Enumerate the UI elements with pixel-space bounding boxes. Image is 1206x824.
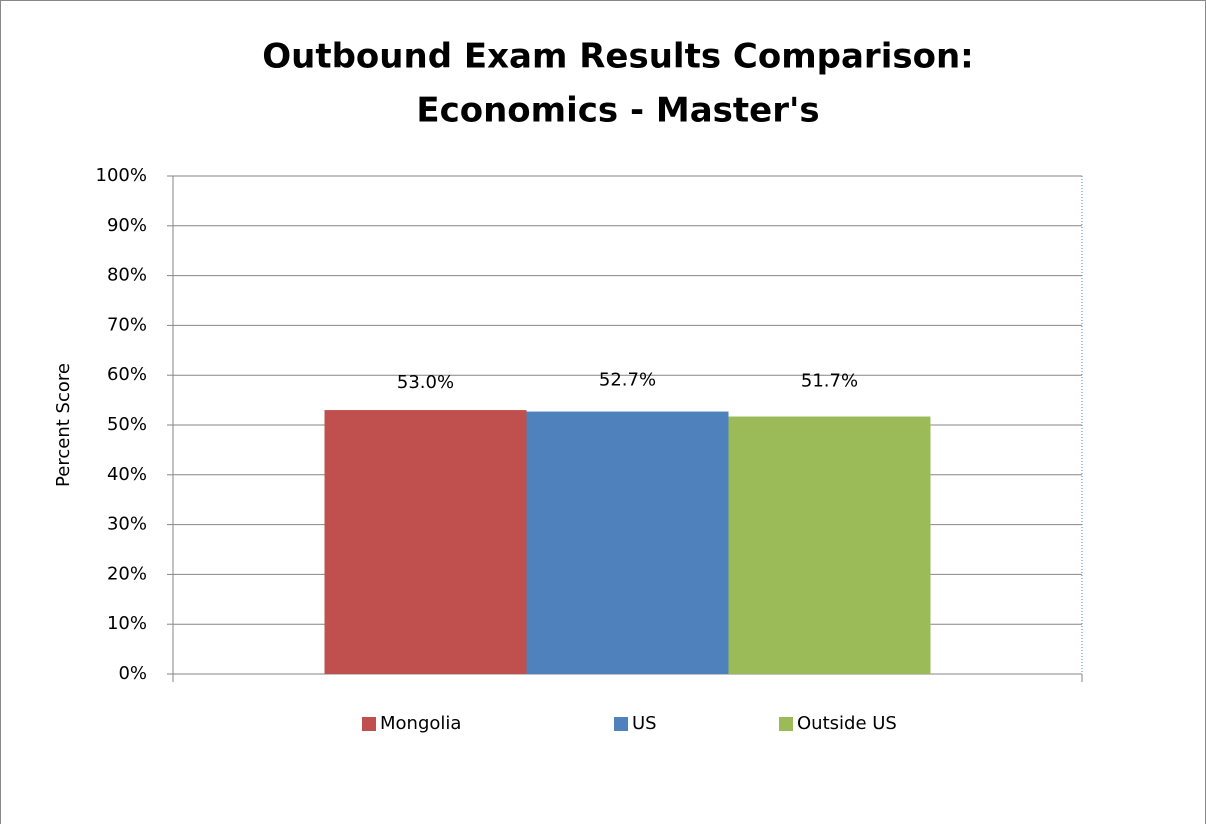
y-tick-label: 0% <box>118 663 147 684</box>
y-tick-label: 80% <box>107 265 147 286</box>
y-tick-label: 90% <box>107 215 147 236</box>
data-label: 53.0% <box>397 372 454 393</box>
data-label: 52.7% <box>599 370 656 391</box>
legend-swatch <box>362 717 376 731</box>
y-tick-label: 50% <box>107 414 147 435</box>
data-label: 51.7% <box>801 371 858 392</box>
bar <box>526 411 729 674</box>
y-tick-label: 100% <box>96 165 147 186</box>
chart-title: Economics - Master's <box>416 91 819 131</box>
legend-label: Mongolia <box>380 713 461 734</box>
y-tick-label: 40% <box>107 464 147 485</box>
y-tick-label: 70% <box>107 314 147 335</box>
y-tick-label: 20% <box>107 563 147 584</box>
legend-label: Outside US <box>797 713 897 734</box>
chart-title: Outbound Exam Results Comparison: <box>262 37 974 77</box>
bar <box>324 410 527 674</box>
y-tick-label: 60% <box>107 364 147 385</box>
legend-swatch <box>779 717 793 731</box>
y-tick-label: 10% <box>107 613 147 634</box>
bar <box>728 416 931 674</box>
legend-swatch <box>614 717 628 731</box>
legend-label: US <box>632 713 657 734</box>
y-axis-label: Percent Score <box>53 363 74 487</box>
y-tick-label: 30% <box>107 514 147 535</box>
